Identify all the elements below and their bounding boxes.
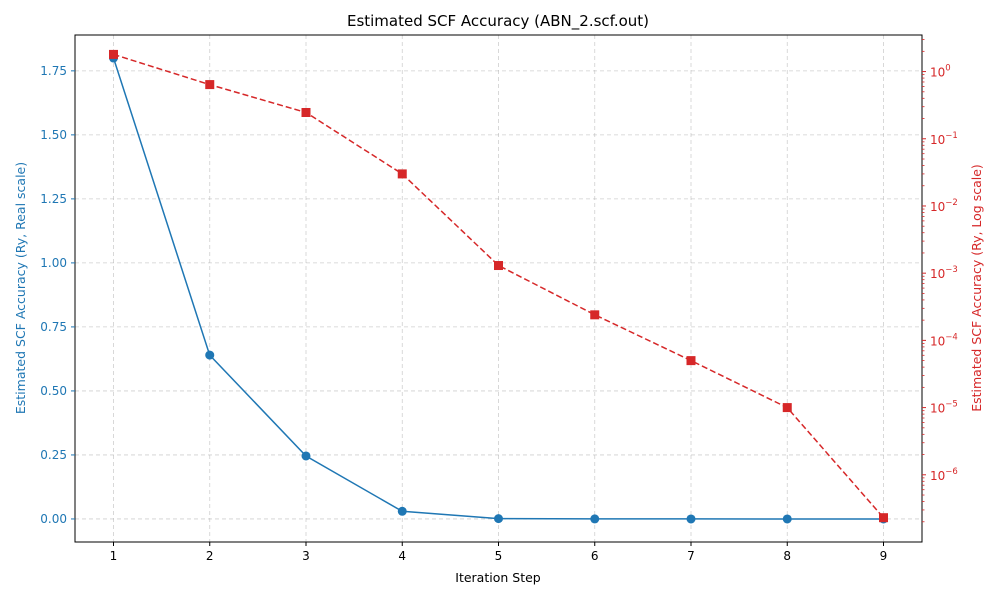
- data-point-left: [590, 514, 600, 524]
- data-point-left: [782, 514, 792, 524]
- y-left-tick-label: 1.00: [40, 256, 67, 270]
- x-tick-label: 4: [398, 549, 406, 563]
- y-right-tick-label: 10−5: [930, 400, 958, 416]
- y-right-tick-label: 10−6: [930, 467, 958, 483]
- x-tick-label: 9: [880, 549, 888, 563]
- x-tick-label: 6: [591, 549, 599, 563]
- plot-area: 1 2 3 4 5 6 7 8 9 0.00 0.25 0.50 0.75 1.00 1.25 1.50 1.7…: [40, 34, 958, 563]
- y-right-tick-label: 100: [930, 64, 951, 80]
- y-left-tick-label: 1.50: [40, 128, 67, 142]
- data-point-left: [397, 506, 407, 516]
- y-left-tick-label: 1.25: [40, 192, 67, 206]
- y-right-tick-label: 10−4: [930, 332, 958, 348]
- y-left-tick-label: 1.75: [40, 64, 67, 78]
- y-left-axis-title: Estimated SCF Accuracy (Ry, Real scale): [13, 162, 28, 414]
- x-tick-label: 2: [206, 549, 214, 563]
- data-point-left: [494, 514, 503, 524]
- chart-title: Estimated SCF Accuracy (ABN_2.scf.out): [347, 12, 649, 31]
- data-point-right: [109, 49, 118, 59]
- x-tick-label: 5: [495, 549, 503, 563]
- x-axis-title: Iteration Step: [455, 570, 541, 585]
- data-point-right: [205, 80, 215, 90]
- x-tick-label: 3: [302, 549, 310, 563]
- y-left-tick-label: 0.75: [40, 320, 67, 334]
- data-point-right: [879, 513, 888, 523]
- data-point-left: [686, 514, 696, 524]
- data-point-left: [205, 350, 215, 360]
- y-left-tick-label: 0.50: [40, 384, 67, 398]
- y-right-tick-label: 10−2: [930, 198, 958, 214]
- y-right-tick-label: 10−1: [930, 131, 958, 147]
- data-point-right: [590, 310, 600, 320]
- data-point-left: [301, 451, 311, 461]
- y-left-tick-label: 0.00: [40, 512, 67, 526]
- data-point-right: [494, 261, 503, 271]
- x-tick-label: 1: [110, 549, 118, 563]
- y-right-axis-title: Estimated SCF Accuracy (Ry, Log scale): [969, 164, 984, 412]
- x-tick-label: 8: [783, 549, 791, 563]
- data-point-right: [301, 107, 311, 117]
- data-point-right: [782, 403, 792, 413]
- data-point-right: [397, 169, 407, 179]
- data-point-right: [686, 356, 696, 366]
- y-left-tick-label: 0.25: [40, 448, 67, 462]
- series-line-right: [113, 53, 885, 519]
- x-tick-label: 7: [687, 549, 695, 563]
- y-right-tick-label: 10−3: [930, 265, 958, 281]
